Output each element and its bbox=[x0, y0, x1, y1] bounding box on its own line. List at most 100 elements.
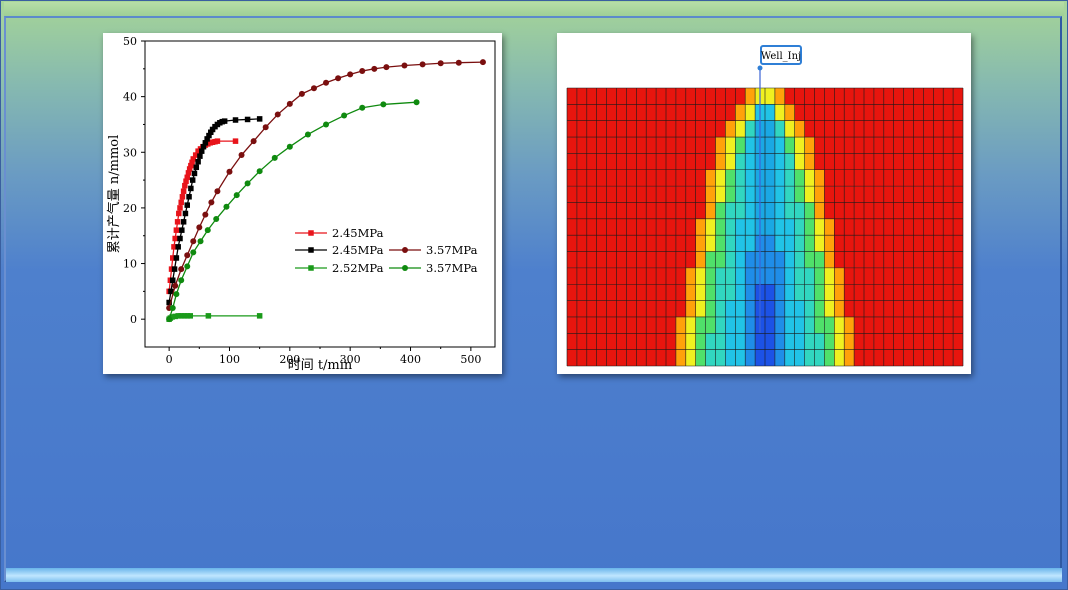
grid-cell bbox=[685, 137, 696, 154]
grid-cell bbox=[685, 88, 696, 105]
legend-entry: 2.45MPa bbox=[295, 226, 384, 240]
simulation-cells bbox=[567, 88, 963, 366]
grid-cell bbox=[735, 235, 746, 252]
grid-cell bbox=[666, 88, 676, 105]
grid-cell bbox=[834, 284, 845, 301]
grid-cell bbox=[784, 120, 795, 138]
grid-cell bbox=[784, 218, 795, 236]
grid-cell bbox=[804, 137, 815, 154]
data-point bbox=[190, 156, 197, 162]
y-tick-label: 50 bbox=[123, 35, 137, 48]
well-head-marker[interactable] bbox=[757, 65, 763, 71]
grid-cell bbox=[923, 235, 934, 252]
grid-cell bbox=[616, 251, 627, 268]
grid-cell bbox=[774, 284, 785, 301]
data-point bbox=[214, 188, 221, 195]
data-point bbox=[209, 126, 216, 133]
grid-cell bbox=[636, 235, 647, 252]
data-point bbox=[182, 182, 188, 189]
grid-cell bbox=[626, 251, 637, 268]
data-point bbox=[204, 136, 210, 142]
data-point bbox=[171, 266, 178, 272]
data-point bbox=[250, 138, 257, 145]
grid-cell bbox=[685, 186, 696, 203]
grid-cell bbox=[745, 88, 756, 105]
grid-cell bbox=[903, 267, 914, 285]
grid-cell bbox=[636, 251, 647, 268]
well-label-box[interactable] bbox=[760, 45, 802, 65]
grid-cell bbox=[903, 300, 914, 317]
grid-cell bbox=[656, 349, 666, 366]
grid-cell bbox=[705, 88, 716, 105]
grid-cell bbox=[606, 218, 617, 236]
grid-cell bbox=[745, 202, 756, 219]
data-point bbox=[193, 164, 200, 171]
grid-cell bbox=[755, 333, 765, 350]
grid-cell bbox=[596, 120, 607, 138]
grid-cell bbox=[636, 349, 647, 366]
grid-cell bbox=[784, 186, 795, 203]
grid-cell bbox=[606, 169, 617, 187]
grid-cell bbox=[626, 202, 637, 219]
grid-cell bbox=[666, 202, 676, 219]
grid-cell bbox=[814, 186, 825, 203]
grid-cell bbox=[675, 333, 686, 350]
grid-cell bbox=[824, 218, 835, 236]
grid-cell bbox=[953, 235, 963, 252]
grid-cell bbox=[903, 120, 914, 138]
grid-cell bbox=[784, 235, 795, 252]
grid-cell bbox=[725, 169, 736, 187]
grid-cell bbox=[725, 153, 736, 170]
grid-cell bbox=[735, 316, 746, 334]
grid-cell bbox=[705, 153, 716, 170]
grid-cell bbox=[567, 202, 577, 219]
grid-cell bbox=[765, 169, 775, 187]
grid-cell bbox=[784, 202, 795, 219]
grid-cell bbox=[893, 153, 904, 170]
grid-cell bbox=[953, 267, 963, 285]
grid-cell bbox=[646, 169, 657, 187]
grid-cell bbox=[725, 267, 736, 285]
grid-cell bbox=[715, 316, 726, 334]
grid-cell bbox=[913, 349, 924, 366]
grid-cell bbox=[765, 186, 775, 203]
grid-cell bbox=[893, 284, 904, 301]
grid-cell bbox=[685, 267, 696, 285]
grid-cell bbox=[873, 169, 884, 187]
data-point bbox=[170, 277, 176, 283]
grid-cell bbox=[705, 267, 716, 285]
grid-cell bbox=[616, 104, 627, 121]
grid-cell bbox=[567, 284, 577, 301]
grid-cell bbox=[567, 218, 577, 236]
grid-cell bbox=[685, 218, 696, 236]
data-point bbox=[359, 68, 366, 75]
grid-cell bbox=[586, 284, 597, 301]
data-point bbox=[198, 148, 205, 154]
grid-cell bbox=[933, 169, 944, 187]
grid-cell bbox=[616, 186, 627, 203]
slide-bottom-glow bbox=[6, 568, 1062, 582]
grid-cell bbox=[834, 88, 845, 105]
grid-cell bbox=[913, 169, 924, 187]
grid-cell bbox=[626, 137, 637, 154]
series-3 bbox=[166, 59, 486, 312]
x-tick-label: 200 bbox=[279, 353, 300, 366]
grid-cell bbox=[933, 284, 944, 301]
chart-legend: 2.45MPa 2.45MPa 3.57MPa 2.52MPa 3.57MPa bbox=[295, 226, 478, 275]
grid-cell bbox=[606, 104, 617, 121]
grid-cell bbox=[854, 284, 864, 301]
grid-cell bbox=[923, 251, 934, 268]
grid-cell bbox=[725, 88, 736, 105]
grid-cell bbox=[794, 333, 805, 350]
grid-cell bbox=[804, 300, 815, 317]
grid-cell bbox=[646, 316, 657, 334]
grid-cell bbox=[883, 284, 894, 301]
grid-cell bbox=[864, 300, 874, 317]
grid-cell bbox=[864, 349, 874, 366]
grid-cell bbox=[804, 284, 815, 301]
grid-cell bbox=[606, 284, 617, 301]
grid-cell bbox=[903, 251, 914, 268]
grid-cell bbox=[913, 88, 924, 105]
grid-cell bbox=[705, 169, 716, 187]
data-point bbox=[221, 118, 228, 124]
